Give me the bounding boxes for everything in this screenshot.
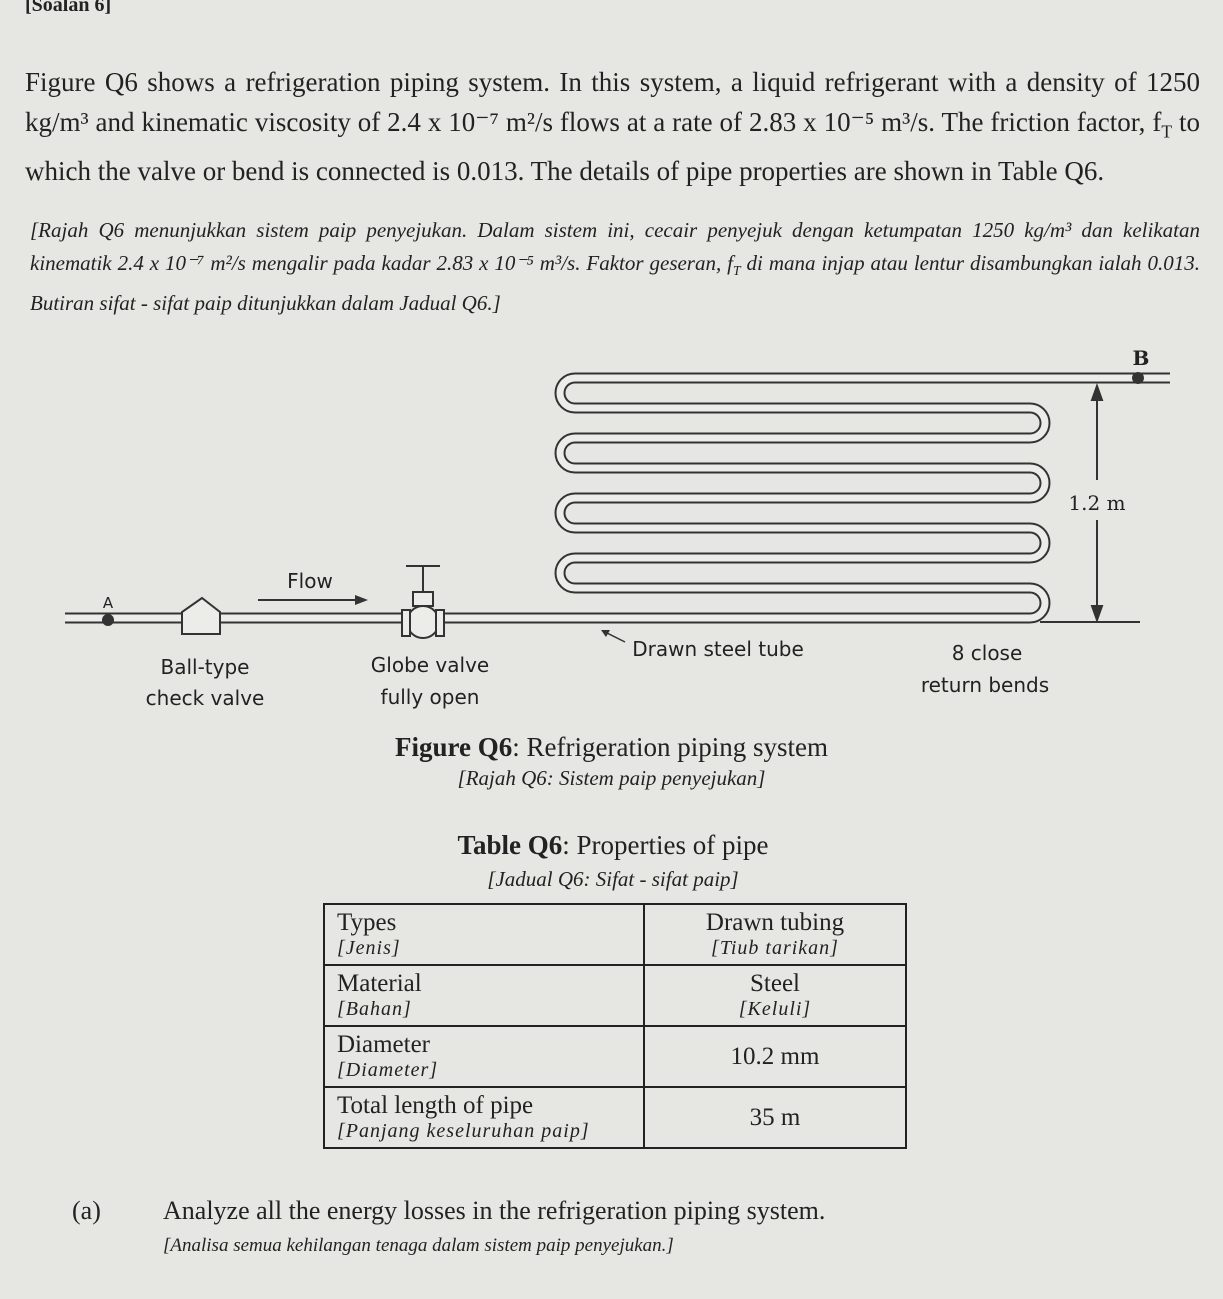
label-globe-valve: fully open — [381, 685, 480, 709]
table-cell: 10.2 mm — [643, 1025, 907, 1088]
question-en: Analyze all the energy losses in the ref… — [163, 1196, 826, 1225]
cell-translation: [Jenis] — [337, 937, 401, 959]
cell-text: Total length of pipe — [337, 1092, 534, 1119]
cell-text: Diameter — [337, 1031, 431, 1058]
properties-table: Types [Jenis] Drawn tubing [Tiub tarikan] Ma… — [323, 903, 907, 1149]
table-cell: Types [Jenis] — [323, 903, 645, 966]
tube-pointer — [601, 630, 626, 643]
table-cell: Drawn tubing [Tiub tarikan] — [643, 903, 907, 966]
caption-label: Figure Q6 — [395, 732, 513, 762]
cell-translation: [Panjang keseluruhan paip] — [337, 1120, 590, 1142]
label-tube: Drawn steel tube — [632, 637, 804, 661]
cell-text: 10.2 mm — [730, 1042, 820, 1070]
cell-translation: [Tiub tarikan] — [711, 937, 839, 959]
table-row: Total length of pipe [Panjang keseluruhan… — [323, 1086, 907, 1149]
table-cell: Steel [Keluli] — [643, 964, 907, 1027]
label-b: B — [1133, 346, 1150, 370]
table-row: Material [Bahan] Steel [Keluli] — [323, 964, 907, 1027]
title-label: Table Q6 — [457, 830, 563, 860]
table-cell: Total length of pipe [Panjang keseluruhan… — [323, 1086, 645, 1149]
cell-translation: [Keluli] — [738, 998, 812, 1020]
table-subtitle: [Jadual Q6: Sifat - sifat paip] — [487, 867, 739, 891]
table-cell: Material [Bahan] — [323, 964, 645, 1027]
figure: B 1.2 m Flow A Ball-type check valve Glo… — [65, 346, 1170, 710]
cell-text: 35 m — [749, 1103, 801, 1131]
globe-valve — [401, 565, 445, 639]
serpentine-tube — [65, 372, 1170, 624]
text: to which the valve or bend is connected … — [25, 107, 1200, 187]
label-height: 1.2 m — [1068, 491, 1125, 515]
label-globe-valve: Globe valve — [371, 653, 489, 677]
cell-text: Types — [337, 909, 397, 936]
caption-text: : Refrigeration piping system — [512, 732, 828, 762]
table-row: Types [Jenis] Drawn tubing [Tiub tarikan] — [323, 903, 907, 966]
subscript: T — [1161, 121, 1173, 142]
label-check-valve: Ball-type — [161, 655, 250, 679]
text: Figure Q6 shows a refrigeration piping s… — [25, 67, 1200, 137]
intro-ms: [Rajah Q6 menunjukkan sistem paip penyej… — [30, 214, 1200, 320]
intro-en: Figure Q6 shows a refrigeration piping s… — [25, 62, 1200, 191]
label-check-valve: check valve — [146, 686, 265, 710]
cell-translation: [Bahan] — [337, 998, 412, 1020]
figure-caption-ms: [Rajah Q6: Sistem paip penyejukan] — [457, 766, 766, 790]
cell-text: Drawn tubing — [705, 909, 845, 936]
label-bends: 8 close — [952, 641, 1023, 665]
table-row: Diameter [Diameter] 10.2 mm — [323, 1025, 907, 1088]
cell-text: Material — [337, 970, 422, 997]
check-valve — [102, 596, 221, 635]
question-label: (a) — [72, 1196, 101, 1225]
text: di mana injap atau lentur disambungkan i… — [30, 251, 1200, 316]
cell-text: Steel — [750, 970, 800, 997]
table-title: Table Q6: Properties of pipe — [0, 830, 1223, 861]
label-bends: return bends — [921, 673, 1049, 697]
header: [Soalan 6] — [25, 0, 112, 16]
table-cell: 35 m — [643, 1086, 907, 1149]
title-text: : Properties of pipe — [562, 830, 769, 860]
label-a: A — [103, 594, 114, 612]
subscript: T — [733, 263, 741, 279]
question-ms: [Analisa semua kehilangan tenaga dalam s… — [163, 1235, 674, 1256]
cell-translation: [Diameter] — [337, 1059, 439, 1081]
table-cell: Diameter [Diameter] — [323, 1025, 645, 1088]
text: [Rajah Q6 menunjukkan sistem paip penyej… — [30, 218, 1200, 275]
label-flow: Flow — [287, 569, 333, 593]
dimension — [1090, 372, 1144, 623]
flow-arrow — [258, 595, 368, 605]
figure-caption: Figure Q6: Refrigeration piping system — [0, 732, 1223, 763]
